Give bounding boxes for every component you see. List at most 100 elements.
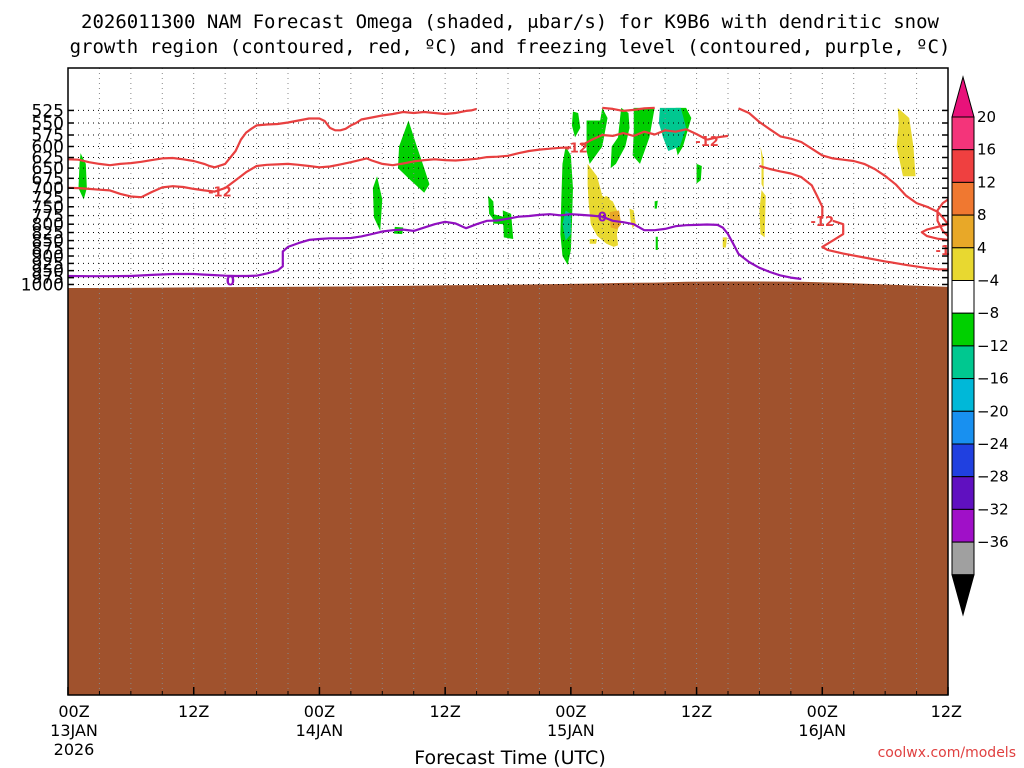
contour-label-layer: -12-12 -12-12-100 bbox=[208, 135, 950, 289]
omega-shade-region bbox=[587, 163, 620, 247]
omega-shade-region bbox=[632, 107, 655, 164]
y-tick-label: 850 bbox=[32, 232, 64, 252]
omega-shading-layer bbox=[78, 107, 916, 265]
y-tick-label: 725 bbox=[32, 189, 64, 209]
y-tick-label: 1000 bbox=[21, 275, 64, 295]
colorbar-label: −12 bbox=[977, 337, 1009, 355]
y-tick-label: 875 bbox=[32, 239, 64, 259]
colorbar-swatch bbox=[951, 247, 975, 282]
omega-shade-region bbox=[571, 111, 581, 138]
colorbar-swatch bbox=[951, 312, 975, 347]
x-tick-label: 2026 bbox=[54, 740, 95, 759]
x-tick-label: 00Z bbox=[555, 702, 586, 721]
omega-shade-region bbox=[610, 107, 630, 169]
colorbar-bottom-arrow bbox=[951, 574, 975, 617]
omega-shade-region bbox=[560, 146, 573, 265]
x-tick-label: 12Z bbox=[178, 702, 209, 721]
contour-label: -12 bbox=[208, 186, 232, 201]
y-tick-label: 575 bbox=[32, 126, 64, 146]
colorbar-swatch bbox=[951, 214, 975, 249]
colorbar-label: 4 bbox=[977, 239, 987, 257]
colorbar-swatch bbox=[951, 508, 975, 543]
x-tick-label: 15JAN bbox=[547, 721, 595, 740]
x-axis-title: Forecast Time (UTC) bbox=[414, 747, 605, 768]
y-tick-label: 750 bbox=[32, 198, 64, 218]
colorbar-swatch bbox=[951, 541, 975, 576]
omega-shade-region bbox=[655, 236, 658, 250]
credit-text: coolwx.com/models bbox=[878, 745, 1016, 761]
dgz-contour bbox=[759, 164, 824, 219]
y-tick-label: 625 bbox=[32, 149, 64, 169]
contour-label: 0 bbox=[598, 211, 607, 226]
chart-title-line-1: 2026011300 NAM Forecast Omega (shaded, μ… bbox=[81, 11, 939, 33]
dgz-contour bbox=[706, 134, 729, 141]
contour-label: 0 bbox=[226, 274, 235, 289]
omega-colorbar: 20 16 12 8 4 −4 −8 −12 −16 −20 −24 −28 −32 −36 bbox=[951, 75, 1009, 617]
contour-label: -12 bbox=[564, 141, 588, 156]
y-tick-label: 675 bbox=[32, 169, 64, 189]
colorbar-swatch bbox=[951, 149, 975, 183]
y-tick-label: 775 bbox=[32, 207, 64, 227]
colorbar-label: 12 bbox=[977, 173, 996, 191]
omega-shade-region bbox=[896, 107, 916, 177]
dgz-contour bbox=[67, 146, 571, 199]
colorbar-swatch bbox=[951, 345, 975, 380]
dgz-contour bbox=[602, 106, 655, 112]
y-tick-label: 825 bbox=[32, 224, 64, 244]
x-tick-label: 14JAN bbox=[296, 721, 344, 740]
y-tick-label: 525 bbox=[32, 101, 64, 121]
y-tick-label: 975 bbox=[32, 269, 64, 289]
dgz-contour bbox=[738, 107, 950, 241]
colorbar-swatch bbox=[951, 443, 975, 478]
dgz-contour bbox=[67, 107, 477, 169]
omega-shade-region bbox=[722, 237, 727, 248]
x-tick-label: 00Z bbox=[304, 702, 335, 721]
colorbar-swatch bbox=[951, 116, 975, 151]
y-tick-label: 925 bbox=[32, 254, 64, 274]
omega-shade-region bbox=[586, 107, 608, 164]
colorbar-label: −4 bbox=[977, 272, 999, 290]
chart-title-line-2: growth region (contoured, red, ºC) and f… bbox=[70, 36, 951, 58]
y-axis-ticks: 5255505756006256506757007257507758008258… bbox=[21, 101, 948, 295]
dgz-contour bbox=[821, 219, 949, 271]
x-tick-label: 13JAN bbox=[50, 721, 98, 740]
colorbar-label: −36 bbox=[977, 533, 1009, 551]
omega-shade-region bbox=[398, 120, 430, 193]
x-tick-label: 12Z bbox=[931, 702, 962, 721]
colorbar-swatch bbox=[951, 181, 975, 216]
contour-label: -12 bbox=[695, 135, 719, 150]
y-tick-label: 700 bbox=[32, 179, 64, 199]
omega-shade-region bbox=[658, 107, 687, 151]
dgz-contour bbox=[580, 128, 708, 147]
omega-shade-region bbox=[589, 238, 598, 244]
colorbar-label: −20 bbox=[977, 402, 1009, 420]
y-tick-label: 650 bbox=[32, 159, 64, 179]
colorbar-swatch bbox=[951, 280, 975, 314]
x-tick-label: 00Z bbox=[58, 702, 89, 721]
colorbar-label: −8 bbox=[977, 304, 999, 322]
colorbar-label: −28 bbox=[977, 468, 1009, 486]
y-tick-label: 550 bbox=[32, 114, 64, 134]
colorbar-label: −16 bbox=[977, 370, 1009, 388]
colorbar-swatch bbox=[951, 476, 975, 510]
contour-label: -12 bbox=[811, 215, 835, 230]
freezing-level-contour bbox=[67, 213, 802, 281]
omega-shade-region bbox=[654, 200, 658, 209]
colorbar-swatch bbox=[951, 410, 975, 445]
x-tick-label: 12Z bbox=[681, 702, 712, 721]
colorbar-swatch bbox=[951, 378, 975, 412]
omega-shade-region bbox=[562, 210, 571, 241]
colorbar-label: −24 bbox=[977, 435, 1009, 453]
x-tick-label: 12Z bbox=[429, 702, 460, 721]
omega-shade-region bbox=[759, 190, 766, 238]
colorbar-label: 8 bbox=[977, 206, 987, 224]
grid-layer bbox=[68, 68, 948, 695]
y-tick-label: 800 bbox=[32, 215, 64, 235]
colorbar-label: −32 bbox=[977, 500, 1009, 518]
omega-shade-region bbox=[372, 176, 383, 231]
omega-shade-region bbox=[604, 195, 610, 221]
omega-shade-region bbox=[696, 163, 702, 184]
y-tick-label: 950 bbox=[32, 262, 64, 282]
x-tick-label: 00Z bbox=[807, 702, 838, 721]
